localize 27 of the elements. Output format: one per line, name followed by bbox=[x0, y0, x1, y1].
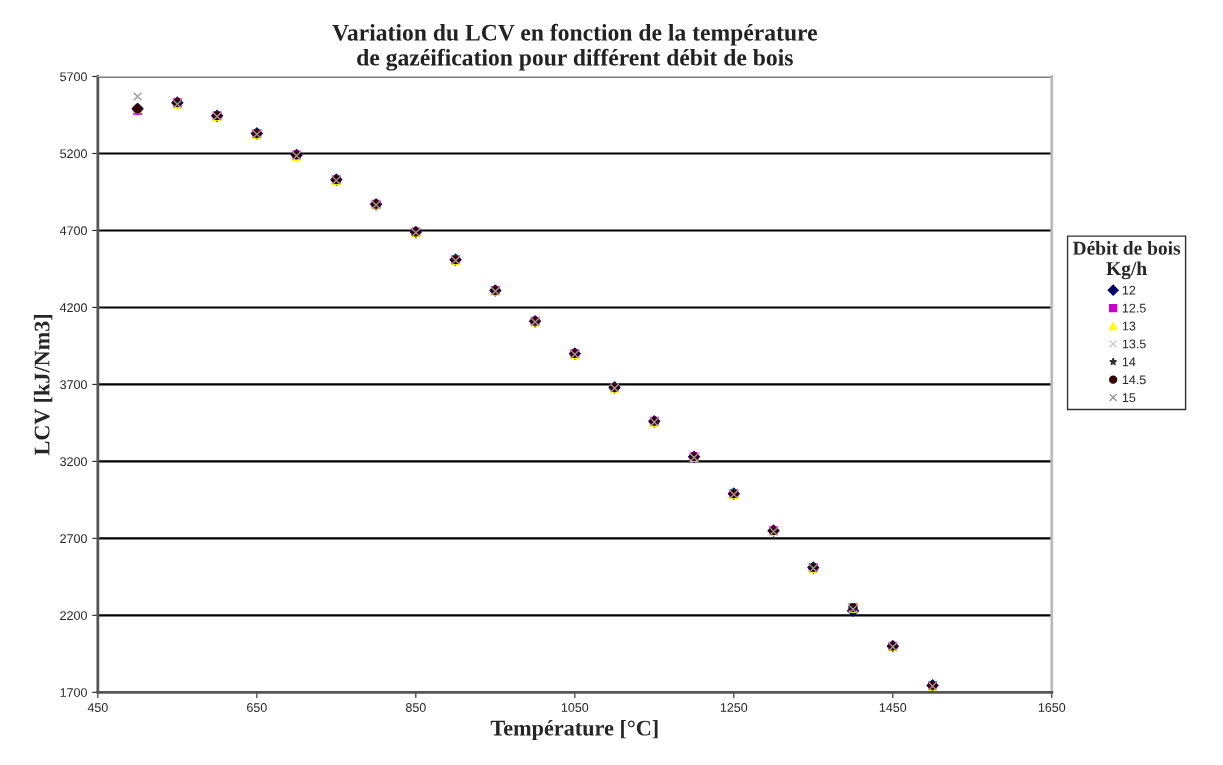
legend-label: 12 bbox=[1122, 285, 1136, 295]
x-tick-label: 1650 bbox=[1038, 703, 1066, 712]
legend-label: 14 bbox=[1122, 357, 1136, 367]
y-tick-label: 2700 bbox=[60, 534, 87, 544]
x-tick-label: 850 bbox=[405, 703, 426, 712]
legend-title: Débit de bois Kg/h bbox=[1072, 241, 1181, 280]
x-tick-label: 450 bbox=[87, 703, 108, 712]
legend-label: 13 bbox=[1122, 321, 1136, 331]
x-tick-label: 1050 bbox=[561, 703, 589, 712]
y-tick-label: 4200 bbox=[59, 303, 87, 313]
y-tick-label: 1700 bbox=[60, 688, 87, 697]
legend-label: 14.5 bbox=[1122, 375, 1146, 385]
x-tick-label: 1250 bbox=[720, 703, 748, 712]
y-tick-label: 2200 bbox=[60, 611, 87, 620]
legend-label: 13.5 bbox=[1122, 339, 1146, 349]
y-tick-label: 3700 bbox=[60, 380, 87, 390]
legend-label: 15 bbox=[1122, 393, 1136, 403]
y-tick-label: 3200 bbox=[60, 457, 87, 467]
y-tick-label: 5700 bbox=[60, 72, 87, 82]
x-axis-title: Température [°C] bbox=[490, 719, 658, 741]
legend-label: 12.5 bbox=[1122, 303, 1146, 313]
chart-title: Variation du LCV en fonction de la température de gazéification pour différent débit de bois bbox=[332, 23, 817, 71]
y-tick-label: 5200 bbox=[60, 149, 87, 159]
y-axis-title: LCV [kJ/Nm3] bbox=[33, 314, 53, 456]
y-tick-label: 4700 bbox=[59, 226, 87, 236]
x-tick-label: 650 bbox=[247, 703, 267, 712]
x-tick-label: 1450 bbox=[879, 703, 907, 712]
